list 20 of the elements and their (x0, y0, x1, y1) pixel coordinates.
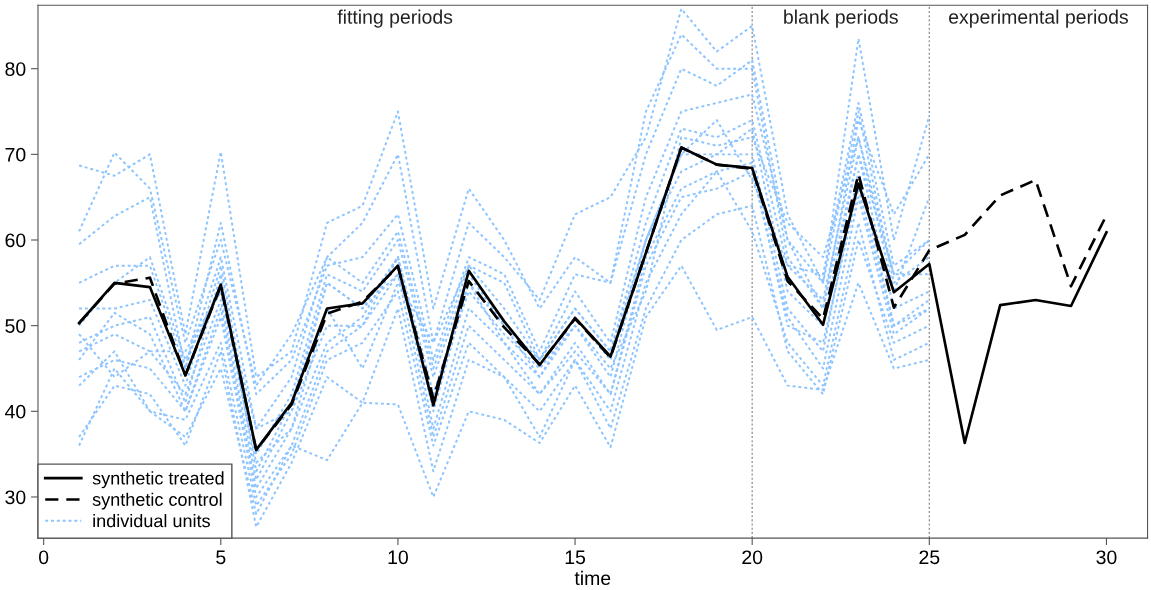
legend-label: synthetic treated (92, 471, 224, 489)
x-tick-label: 20 (742, 550, 763, 565)
annotation: experimental periods (949, 9, 1128, 28)
x-tick-label: 0 (39, 550, 49, 565)
x-tick-label: 25 (919, 550, 940, 565)
y-tick-label: 60 (5, 233, 26, 248)
y-tick-label: 40 (5, 404, 26, 419)
legend-label: individual units (93, 514, 210, 528)
x-tick-label: 10 (388, 550, 408, 565)
x-tick-label: 5 (216, 550, 226, 565)
y-tick-label: 80 (5, 62, 26, 76)
x-axis-title: time (574, 570, 611, 586)
y-tick-label: 70 (5, 147, 26, 162)
x-tick-label: 15 (565, 550, 586, 565)
y-tick-label: 50 (5, 319, 26, 333)
x-tick-label: 30 (1096, 550, 1117, 565)
annotation: fitting periods (337, 9, 453, 28)
y-tick-label: 30 (5, 490, 26, 505)
legend-label: synthetic control (92, 492, 222, 510)
annotation: blank periods (784, 9, 898, 28)
